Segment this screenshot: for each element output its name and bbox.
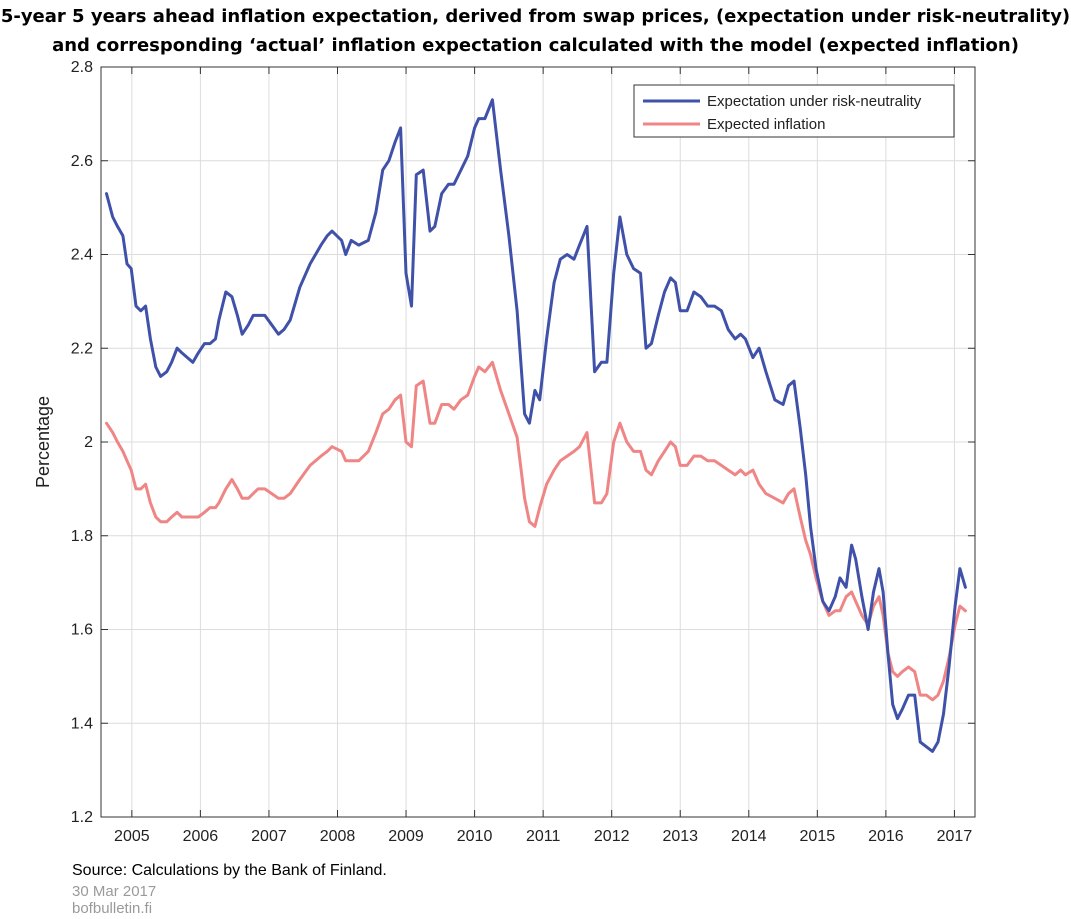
series-line-expectation-under-risk-neutrality: [105, 98, 967, 753]
y-tick-label: 1.4: [71, 715, 93, 732]
y-tick-label: 2: [84, 434, 93, 451]
y-tick-label: 2.2: [71, 340, 93, 357]
plot-frame: [100, 66, 976, 818]
series-line-expected-inflation: [105, 360, 967, 702]
grid-layer: [101, 66, 975, 818]
x-tick-label: 2017: [937, 828, 973, 845]
x-tick-label: 2007: [251, 828, 287, 845]
legend-label: Expectation under risk-neutrality: [707, 93, 922, 110]
series-layer: [105, 98, 967, 753]
x-tick-label: 2016: [868, 828, 904, 845]
y-tick-label: 1.6: [71, 622, 93, 639]
legend-layer: Expectation under risk-neutrality Expecte…: [633, 84, 955, 138]
chart-title-line-1: 5-year 5 years ahead inflation expectati…: [0, 6, 1071, 27]
y-tick-label: 2.4: [71, 247, 93, 264]
x-tick-label: 2009: [388, 828, 424, 845]
y-axis-label: Percentage: [33, 396, 53, 488]
x-tick-label: 2012: [594, 828, 630, 845]
date-note: 30 Mar 2017: [72, 883, 157, 900]
x-tick-label: 2005: [114, 828, 150, 845]
legend-label: Expected inflation: [707, 116, 825, 133]
x-tick-label: 2011: [526, 828, 561, 845]
x-tick-label: 2015: [800, 828, 836, 845]
y-tick-label: 1.2: [71, 809, 93, 826]
legend-box: [633, 84, 955, 138]
x-tick-label: 2008: [320, 828, 356, 845]
x-tick-label: 2010: [457, 828, 493, 845]
x-tick-label: 2013: [662, 828, 698, 845]
x-tick-label: 2014: [731, 828, 767, 845]
source-note: Source: Calculations by the Bank of Finl…: [72, 862, 387, 879]
axes-layer: 2005 2006 2007 2008 2009 2010 2011 2012 2013 2014…: [33, 59, 976, 845]
y-tick-label: 1.8: [71, 528, 93, 545]
y-tick-label: 2.6: [71, 153, 93, 170]
x-tick-label: 2006: [183, 828, 219, 845]
chart-area: 2005 2006 2007 2008 2009 2010 2011 2012 2013 2014…: [33, 59, 976, 845]
site-note: bofbulletin.fi: [72, 900, 153, 917]
y-tick-label: 2.8: [71, 59, 93, 76]
chart-title-line-2: and corresponding ‘actual’ inflation exp…: [52, 35, 1019, 56]
